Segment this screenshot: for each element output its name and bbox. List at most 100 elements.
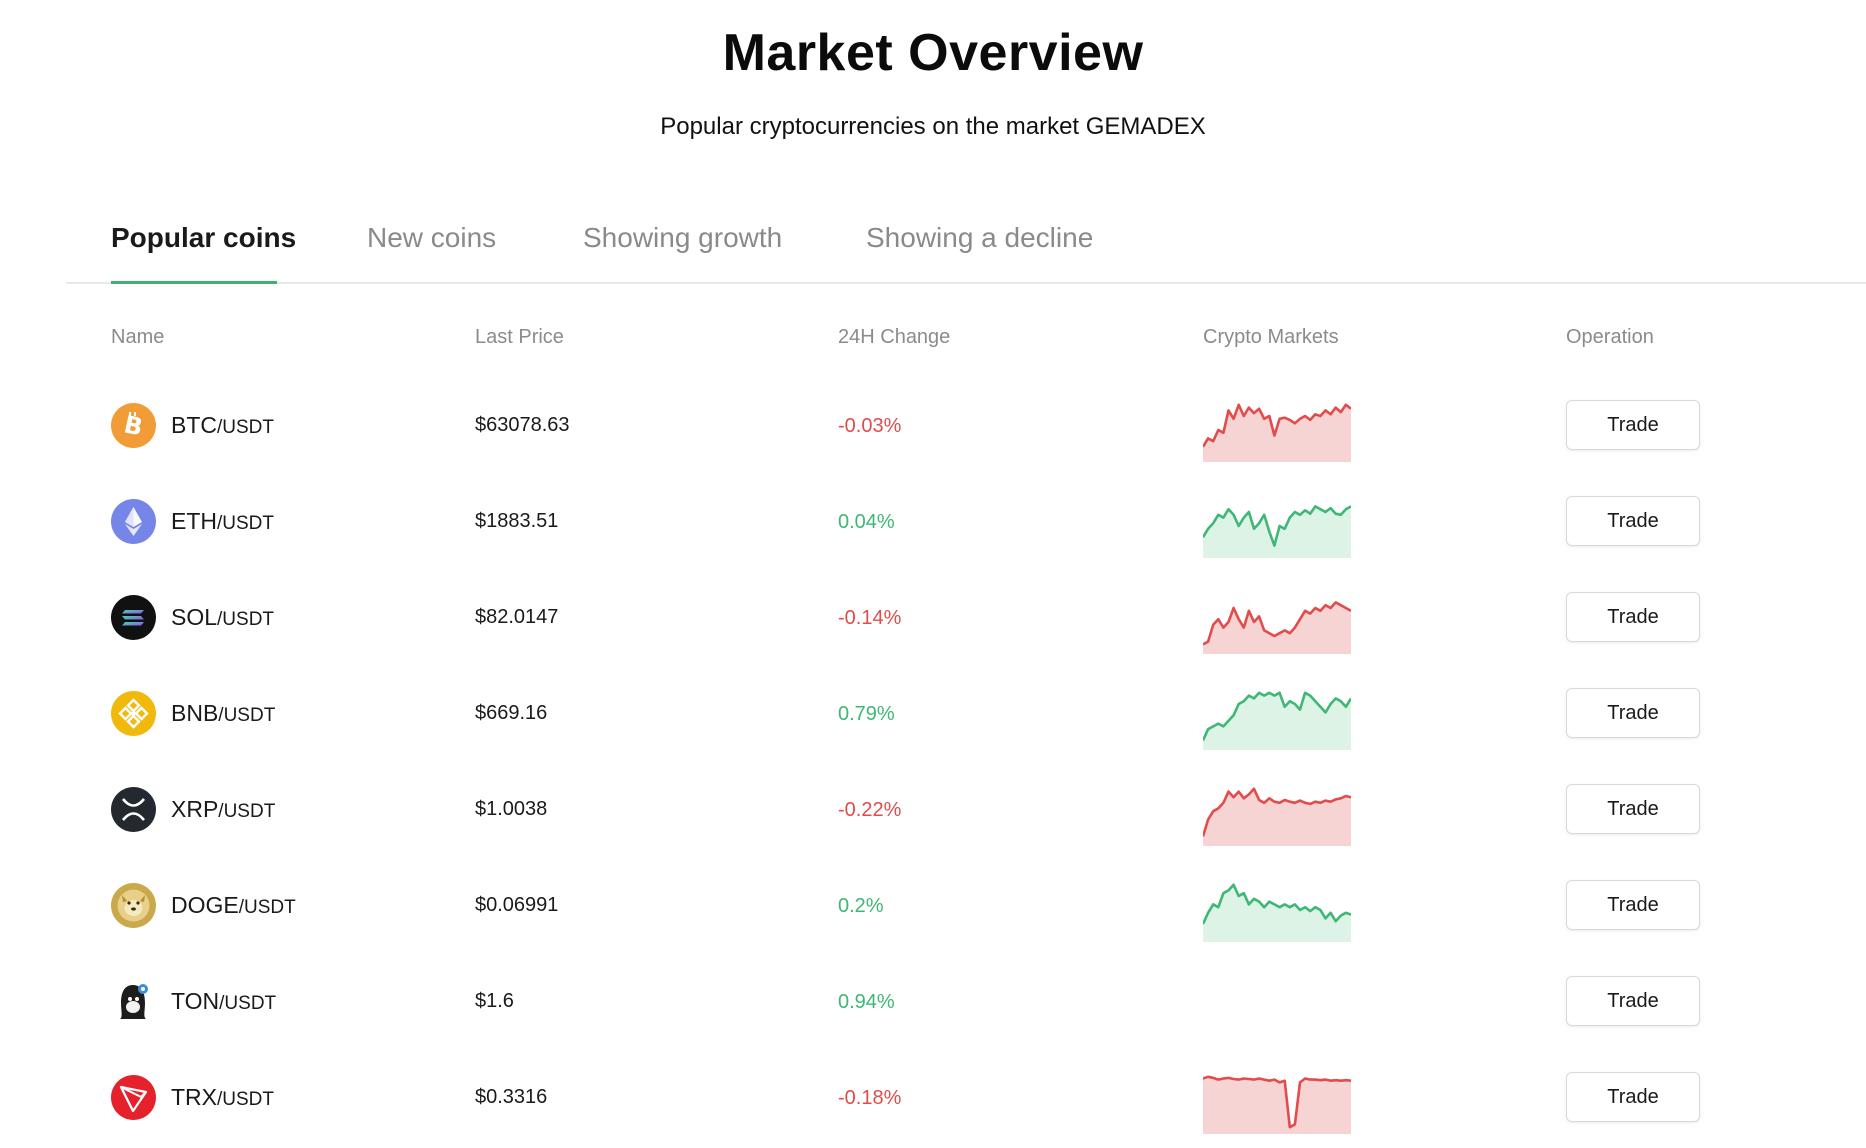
coin-base: BTC xyxy=(171,412,217,438)
sparkline-chart xyxy=(1201,398,1352,462)
last-price: $0.06991 xyxy=(475,894,559,916)
sparkline-area xyxy=(1203,404,1351,462)
coin-base: SOL xyxy=(171,604,218,630)
coin-base: DOGE xyxy=(171,892,239,918)
column-header-crypto-markets: Crypto Markets xyxy=(1203,326,1339,348)
change-24h: -0.03% xyxy=(838,415,902,437)
last-price: $0.3316 xyxy=(475,1086,548,1108)
last-price: $1883.51 xyxy=(475,510,559,532)
coin-quote: /USDT xyxy=(219,993,277,1014)
change-24h: 0.2% xyxy=(838,895,884,917)
sparkline-line xyxy=(1201,505,1352,547)
bnb-icon xyxy=(111,691,156,736)
trade-button[interactable]: Trade xyxy=(1566,400,1700,450)
sparkline-chart xyxy=(1201,782,1352,846)
market-tabs: Popular coins New coins Showing growth S… xyxy=(66,214,1866,284)
coin-pair: BTC/USDT xyxy=(171,410,274,443)
coin-quote: /USDT xyxy=(217,513,274,534)
coin-pair: DOGE/USDT xyxy=(171,890,296,923)
trade-button[interactable]: Trade xyxy=(1566,1072,1700,1122)
change-24h: -0.18% xyxy=(838,1087,902,1109)
sparkline-line xyxy=(1201,403,1352,448)
change-24h: -0.22% xyxy=(838,799,902,821)
sparkline-chart xyxy=(1202,590,1352,654)
bitcoin-icon: B xyxy=(111,403,156,448)
column-header-name: Name xyxy=(111,326,165,348)
coin-base: TON xyxy=(171,988,220,1014)
table-row: TRX/USDT $0.3316 -0.18% Trade xyxy=(0,1048,1866,1144)
trade-button[interactable]: Trade xyxy=(1566,976,1700,1026)
table-row: TON/USDT $1.6 0.94% Trade xyxy=(0,952,1866,1048)
trade-button[interactable]: Trade xyxy=(1566,880,1700,930)
coin-pair: ETH/USDT xyxy=(171,506,274,539)
solana-icon xyxy=(111,595,156,640)
table-row: B BTC/USDT $63078.63 -0.03% Trade xyxy=(0,376,1866,472)
sparkline-area xyxy=(1203,884,1351,942)
column-header-last-price: Last Price xyxy=(475,326,564,348)
tab-new-coins[interactable]: New coins xyxy=(367,222,497,253)
page-subtitle: Popular cryptocurrencies on the market G… xyxy=(660,113,1206,140)
last-price: $669.16 xyxy=(475,702,548,724)
sparkline-area xyxy=(1203,1076,1351,1134)
coin-quote: /USDT xyxy=(217,417,274,438)
tab-showing-growth[interactable]: Showing growth xyxy=(583,222,783,253)
table-row: XRP/USDT $1.0038 -0.22% Trade xyxy=(0,760,1866,856)
coin-quote: /USDT xyxy=(238,897,296,918)
coin-pair: SOL/USDT xyxy=(171,602,274,635)
last-price: $63078.63 xyxy=(475,414,570,436)
sparkline-chart xyxy=(1201,686,1353,750)
coin-quote: /USDT xyxy=(218,705,276,726)
column-header-24h-change: 24H Change xyxy=(838,326,951,348)
sparkline-line xyxy=(1202,601,1352,646)
page-header: Market Overview Popular cryptocurrencies… xyxy=(0,22,1866,142)
sparkline-chart xyxy=(1202,1070,1352,1134)
coin-pair: XRP/USDT xyxy=(171,794,275,827)
change-24h: -0.14% xyxy=(838,607,902,629)
trade-button[interactable]: Trade xyxy=(1566,496,1700,546)
active-tab-underline xyxy=(111,281,277,284)
change-24h: 0.79% xyxy=(838,703,895,725)
svg-text:B: B xyxy=(122,410,146,441)
sparkline-chart xyxy=(1203,974,1351,1038)
tron-icon xyxy=(111,1075,156,1120)
last-price: $1.6 xyxy=(475,990,514,1012)
sparkline-area xyxy=(1203,692,1351,750)
last-price: $82.0147 xyxy=(475,606,559,628)
coin-base: BNB xyxy=(171,700,219,726)
coin-quote: /USDT xyxy=(218,801,276,822)
last-price: $1.0038 xyxy=(475,798,548,820)
sparkline-area xyxy=(1203,602,1351,654)
sparkline-area xyxy=(1203,506,1351,558)
column-header-operation: Operation xyxy=(1566,326,1654,348)
coin-pair: TON/USDT xyxy=(171,986,276,1019)
page-title: Market Overview xyxy=(722,24,1144,82)
trade-button[interactable]: Trade xyxy=(1566,784,1700,834)
sparkline-line xyxy=(1201,787,1352,837)
xrp-icon xyxy=(111,787,156,832)
coin-base: TRX xyxy=(171,1084,217,1110)
table-row: ETH/USDT $1883.51 0.04% Trade xyxy=(0,472,1866,568)
coin-quote: /USDT xyxy=(217,609,275,630)
ton-icon xyxy=(111,979,156,1024)
ethereum-icon xyxy=(111,499,156,544)
sparkline-chart xyxy=(1201,494,1352,558)
sparkline-line xyxy=(1201,691,1353,741)
table-row: BNB/USDT $669.16 0.79% Trade xyxy=(0,664,1866,760)
table-row: SOL/USDT $82.0147 -0.14% Trade xyxy=(0,568,1866,664)
coin-base: ETH xyxy=(171,508,217,534)
sparkline-line xyxy=(1202,1075,1352,1129)
coin-pair: TRX/USDT xyxy=(171,1082,274,1115)
change-24h: 0.04% xyxy=(838,511,895,533)
coin-quote: /USDT xyxy=(217,1089,274,1110)
sparkline-line xyxy=(1201,883,1352,925)
coin-pair: BNB/USDT xyxy=(171,698,275,731)
change-24h: 0.94% xyxy=(838,991,895,1013)
table-row: DOGE/USDT $0.06991 0.2% Trade xyxy=(0,856,1866,952)
coin-base: XRP xyxy=(171,796,219,822)
sparkline-chart xyxy=(1201,878,1352,942)
tab-showing-decline[interactable]: Showing a decline xyxy=(866,222,1094,253)
trade-button[interactable]: Trade xyxy=(1566,592,1700,642)
tab-popular-coins[interactable]: Popular coins xyxy=(111,222,297,253)
trade-button[interactable]: Trade xyxy=(1566,688,1700,738)
dogecoin-icon xyxy=(111,883,156,928)
